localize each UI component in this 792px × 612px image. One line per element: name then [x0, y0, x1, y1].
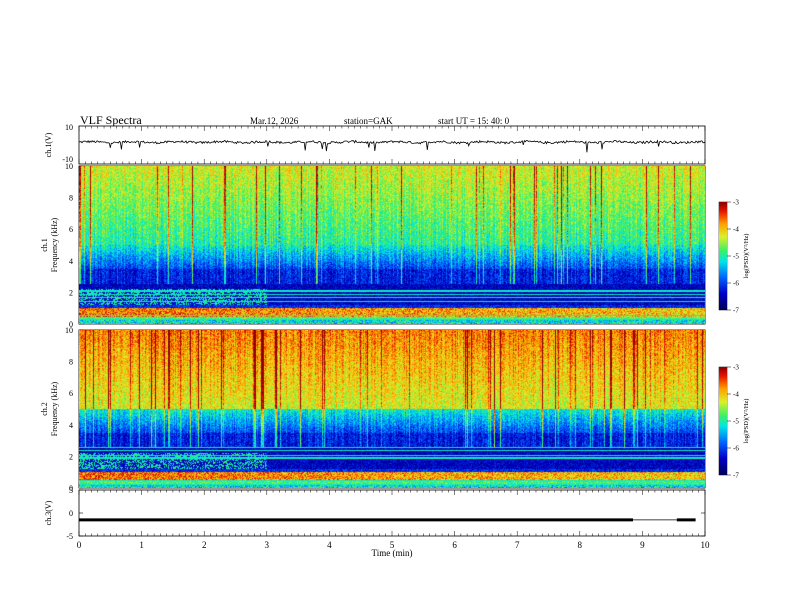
colorbar-title: log(PSD)(V²/Hz) — [743, 399, 750, 444]
colorbar-label-4: -7 — [733, 307, 739, 315]
ch1-spec-ytick-0: 0 — [69, 320, 73, 329]
time-tick-7: 7 — [515, 540, 520, 550]
ch2-spec-ytick-3: 6 — [69, 389, 73, 398]
date-label: Mar.12, 2026 — [250, 116, 299, 126]
ch2-spec-ytick-0: 0 — [69, 484, 73, 493]
ch1-spec-ytick-1: 2 — [69, 288, 73, 297]
figure-title: VLF Spectra — [80, 113, 142, 127]
time-tick-4: 4 — [327, 540, 332, 550]
colorbar-label-3: -6 — [733, 445, 739, 453]
colorbar-label-3: -6 — [733, 280, 739, 288]
ch1-spec-ytick-4: 8 — [69, 194, 73, 203]
colorbar-label-0: -3 — [733, 199, 739, 207]
ch2-spec-ytick-4: 8 — [69, 358, 73, 367]
colorbar-label-4: -7 — [733, 472, 739, 480]
ch1-waveform-panel: 10 -10 ch.1(V) — [44, 123, 706, 165]
station-label: station=GAK — [344, 116, 393, 126]
time-axis-label: Time (min) — [372, 548, 413, 558]
ch1-spec-ytick-3: 6 — [69, 225, 73, 234]
time-tick-6: 6 — [452, 540, 457, 550]
colorbar-title: log(PSD)(V²/Hz) — [743, 234, 750, 279]
ch2-spec-ytick-2: 4 — [69, 421, 73, 430]
ch1-waveform-line — [79, 139, 706, 153]
time-tick-1: 1 — [139, 540, 144, 550]
ch1-spectrogram-heatmap — [79, 166, 705, 324]
ch2-spec-ytick-1: 2 — [69, 452, 73, 461]
ch1-spec-ytick-5: 10 — [65, 162, 73, 171]
time-tick-8: 8 — [578, 540, 583, 550]
time-tick-10: 10 — [701, 540, 711, 550]
ch1-ytick-bottom: -10 — [62, 155, 73, 164]
colorbar-label-2: -5 — [733, 253, 739, 261]
ch2-spectrogram-heatmap — [79, 330, 705, 488]
ch3-frame — [78, 489, 706, 537]
ch2-frequency-label: Frequency (kHz) — [50, 381, 59, 436]
time-tick-2: 2 — [202, 540, 207, 550]
ch3-ytick-2: -5 — [66, 532, 73, 541]
time-tick-0: 0 — [77, 540, 82, 550]
ch1-spec-ytick-2: 4 — [69, 257, 73, 266]
ch1-colorbar-gradient — [719, 202, 727, 310]
ch2-channel-label: ch.2 — [40, 402, 49, 416]
time-tick-9: 9 — [640, 540, 645, 550]
colorbar-label-2: -5 — [733, 418, 739, 426]
ch1-ytick-top: 10 — [65, 123, 73, 132]
start-time-label: start UT = 15: 40: 0 — [438, 116, 510, 126]
colorbar-label-1: -4 — [733, 391, 739, 399]
colorbar-label-1: -4 — [733, 226, 739, 234]
colorbar-label-0: -3 — [733, 364, 739, 372]
time-tick-5: 5 — [390, 540, 395, 550]
ch3-ytick-1: 0 — [69, 509, 73, 518]
ch2-colorbar-gradient — [719, 367, 727, 475]
ch3-signal-panel: 50-5 ch.3(V) — [44, 486, 706, 541]
ch2-spec-ytick-5: 10 — [65, 326, 73, 335]
ch3-ylabel: ch.3(V) — [44, 500, 53, 525]
ch1-channel-label: ch.1 — [40, 238, 49, 252]
ch1-frequency-label: Frequency (kHz) — [50, 217, 59, 272]
ch1-waveform-frame — [78, 125, 706, 165]
ch3-ytick-0: 5 — [69, 486, 73, 495]
ch1-waveform-ylabel: ch.1(V) — [44, 132, 53, 157]
time-tick-3: 3 — [265, 540, 270, 550]
